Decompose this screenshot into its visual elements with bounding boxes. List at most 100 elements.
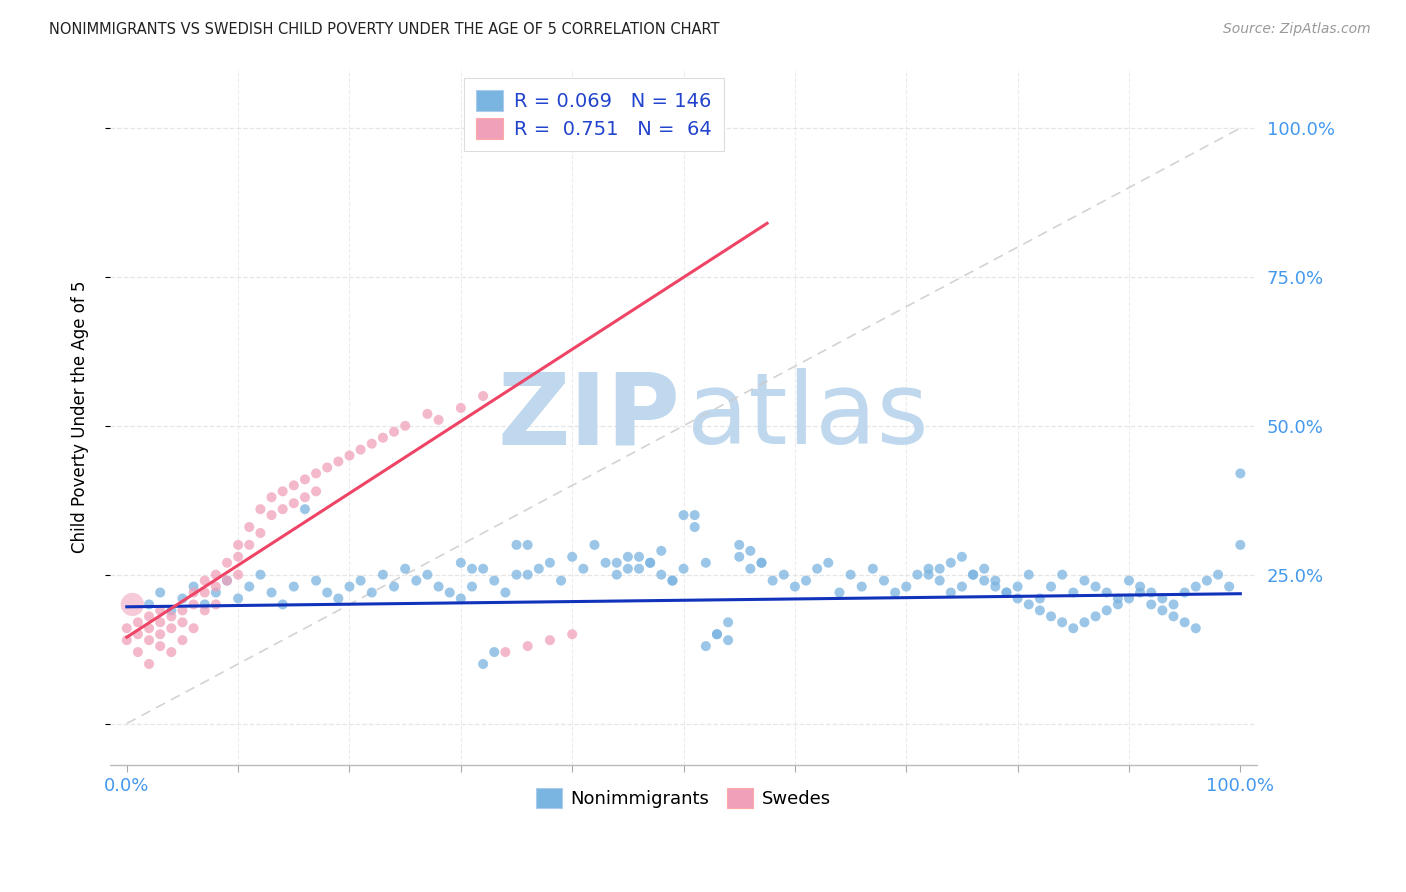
Point	[650, 544, 672, 558]
Point	[917, 562, 939, 576]
Point	[717, 615, 740, 630]
Point	[1050, 615, 1073, 630]
Point	[740, 544, 762, 558]
Point	[172, 633, 194, 648]
Point	[751, 556, 773, 570]
Point	[394, 418, 416, 433]
Point	[121, 598, 143, 612]
Point	[194, 585, 217, 599]
Point	[371, 431, 394, 445]
Point	[962, 567, 984, 582]
Point	[1050, 567, 1073, 582]
Point	[416, 567, 439, 582]
Point	[1029, 603, 1052, 617]
Point	[950, 580, 973, 594]
Point	[238, 538, 260, 552]
Point	[439, 585, 461, 599]
Point	[1174, 615, 1197, 630]
Point	[115, 621, 138, 635]
Point	[238, 520, 260, 534]
Point	[1195, 574, 1218, 588]
Point	[226, 567, 249, 582]
Point	[896, 580, 918, 594]
Point	[450, 591, 472, 606]
Point	[538, 139, 561, 153]
Text: atlas: atlas	[688, 368, 928, 466]
Point	[328, 454, 350, 468]
Point	[950, 549, 973, 564]
Point	[249, 526, 271, 541]
Point	[271, 598, 294, 612]
Point	[695, 639, 717, 653]
Point	[627, 562, 650, 576]
Point	[1084, 580, 1107, 594]
Text: ZIP: ZIP	[498, 368, 681, 466]
Point	[683, 508, 706, 522]
Point	[617, 549, 640, 564]
Point	[1118, 574, 1140, 588]
Point	[427, 413, 450, 427]
Point	[806, 562, 828, 576]
Point	[138, 633, 160, 648]
Point	[606, 556, 628, 570]
Point	[339, 449, 361, 463]
Text: Source: ZipAtlas.com: Source: ZipAtlas.com	[1223, 22, 1371, 37]
Point	[1140, 585, 1163, 599]
Point	[973, 562, 995, 576]
Point	[1062, 621, 1084, 635]
Point	[1073, 574, 1095, 588]
Point	[583, 538, 606, 552]
Point	[138, 598, 160, 612]
Point	[138, 621, 160, 635]
Point	[728, 538, 751, 552]
Point	[127, 645, 149, 659]
Point	[183, 585, 205, 599]
Point	[294, 472, 316, 486]
Point	[394, 562, 416, 576]
Point	[650, 567, 672, 582]
Point	[328, 591, 350, 606]
Point	[638, 556, 661, 570]
Point	[538, 556, 561, 570]
Point	[973, 574, 995, 588]
Point	[1184, 580, 1206, 594]
Point	[305, 467, 328, 481]
Point	[238, 580, 260, 594]
Point	[183, 598, 205, 612]
Point	[1163, 598, 1185, 612]
Point	[538, 633, 561, 648]
Point	[873, 574, 896, 588]
Point	[1152, 603, 1174, 617]
Point	[294, 490, 316, 504]
Point	[1084, 609, 1107, 624]
Point	[1040, 609, 1063, 624]
Point	[928, 574, 950, 588]
Point	[561, 627, 583, 641]
Point	[494, 645, 516, 659]
Point	[1095, 585, 1118, 599]
Point	[371, 567, 394, 582]
Point	[450, 556, 472, 570]
Point	[160, 621, 183, 635]
Point	[382, 425, 405, 439]
Point	[561, 549, 583, 564]
Point	[1107, 591, 1129, 606]
Point	[505, 567, 527, 582]
Point	[294, 502, 316, 516]
Point	[928, 562, 950, 576]
Point	[160, 645, 183, 659]
Point	[1229, 467, 1251, 481]
Point	[862, 562, 884, 576]
Point	[472, 562, 495, 576]
Point	[283, 580, 305, 594]
Point	[595, 556, 617, 570]
Y-axis label: Child Poverty Under the Age of 5: Child Poverty Under the Age of 5	[72, 281, 89, 553]
Point	[494, 585, 516, 599]
Point	[149, 603, 172, 617]
Point	[427, 580, 450, 594]
Legend: Nonimmigrants, Swedes: Nonimmigrants, Swedes	[529, 781, 838, 815]
Point	[839, 567, 862, 582]
Point	[127, 627, 149, 641]
Point	[349, 574, 371, 588]
Point	[1018, 567, 1040, 582]
